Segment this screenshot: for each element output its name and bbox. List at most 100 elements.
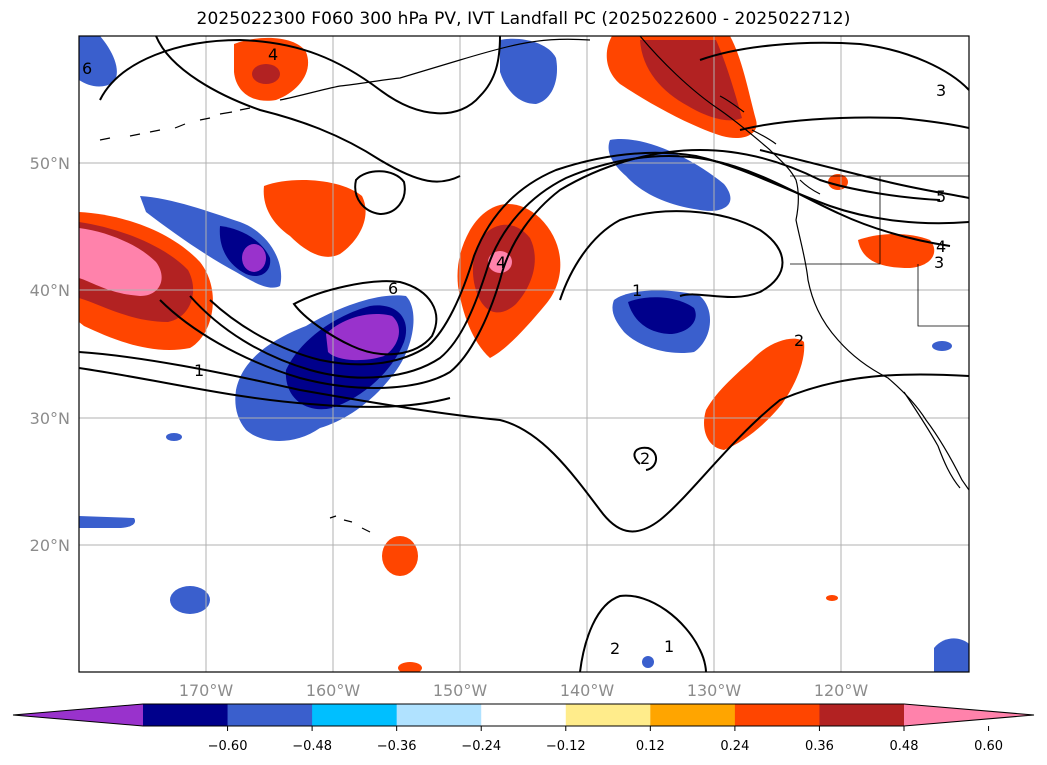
colorbar-tick-label: −0.48: [292, 739, 332, 754]
colorbar-tick-label: −0.24: [461, 739, 501, 754]
colorbar-tick-label: −0.12: [546, 739, 586, 754]
lat-tick-label: 20°N: [30, 536, 70, 555]
contour-label-12: 2: [610, 639, 620, 658]
contour-label-7: 4: [936, 237, 946, 256]
pv-negative-150w-north: [500, 38, 558, 104]
colorbar-bin: [565, 704, 651, 726]
contour-label-group: 4 6 4 1 3 5 4 3 2 1 2 2 1 6: [82, 45, 946, 658]
map-panel: [79, 36, 969, 672]
contour-3: [159, 148, 941, 389]
lon-tick-label: 120°W: [814, 681, 869, 700]
lon-tick-label: 140°W: [560, 681, 615, 700]
contour-6-loop: [292, 280, 438, 356]
pv-negative-nw: [79, 36, 117, 87]
inland-lakes: [719, 95, 821, 195]
gridlines: [79, 36, 969, 672]
pv-negative-se-small: [932, 341, 952, 351]
pv-negative-tiny: [166, 433, 182, 441]
colorbar-tick-label: 0.60: [974, 739, 1003, 754]
ca-state-border: [790, 176, 969, 327]
pv-negative-central-core: [326, 314, 399, 361]
contour-4: [189, 155, 951, 379]
colorbar-tick-label: 0.24: [720, 739, 749, 754]
colorbar-bin: [312, 704, 398, 726]
lon-tick-label: 150°W: [433, 681, 488, 700]
contour-label-13: 1: [664, 637, 674, 656]
pv-positive-160w-north: [263, 180, 366, 257]
colorbar-extend-high: [904, 704, 1034, 726]
colorbar-tick-label: −0.60: [208, 739, 248, 754]
contour-north-loop: [99, 36, 501, 115]
contour-label-8: 3: [934, 253, 944, 272]
pv-negative-tiny-bottom: [642, 656, 654, 668]
pv-negative-sw-small: [170, 586, 210, 614]
contour-2-left: [79, 367, 451, 408]
lon-axis-labels: 170°W 160°W 150°W 140°W 130°W 120°W: [179, 681, 869, 700]
contour-2-ne: [739, 116, 969, 131]
contour-north-2: [155, 36, 461, 183]
contour-label-10: 1: [632, 281, 642, 300]
pv-positive-ca: [858, 234, 935, 268]
pv-positive-west-core: [79, 228, 162, 296]
pv-positive-tiny-bottom: [398, 662, 422, 672]
coastlines: [99, 36, 969, 533]
lon-tick-label: 130°W: [687, 681, 742, 700]
pv-negative-165w-core: [242, 244, 266, 272]
contour-label-2: 6: [388, 279, 398, 298]
pv-negative-west-strip: [79, 516, 136, 528]
colorbar-outline: [12, 703, 1035, 727]
lat-tick-label: 30°N: [30, 409, 70, 428]
baja-coast: [903, 391, 961, 489]
colorbar-tick-label: 0.36: [805, 739, 834, 754]
contour-label-1: 4: [268, 45, 278, 64]
ivt-contours: [79, 36, 969, 672]
contour-s-2: [579, 594, 707, 672]
lat-tick-label: 50°N: [30, 154, 70, 173]
colorbar-bin: [396, 704, 482, 726]
pv-negative-se-corner: [934, 638, 969, 672]
colorbar-tick-label: 0.48: [890, 739, 919, 754]
pv-positive-south-small: [382, 536, 418, 576]
pv-positive-nw-core: [252, 64, 280, 84]
contour-label-9: 2: [794, 331, 804, 350]
lat-tick-label: 40°N: [30, 281, 70, 300]
colorbar-tick-label: −0.36: [377, 739, 417, 754]
colorbar-bin: [819, 704, 905, 726]
contour-small-loop: [354, 170, 406, 216]
contour-5: [209, 151, 969, 366]
colorbar-bin: [734, 704, 820, 726]
pv-negative-137w-inner: [628, 297, 696, 334]
colorbar-bin: [227, 704, 313, 726]
pv-positive-130w: [704, 338, 805, 450]
colorbar-extend-low: [13, 704, 143, 726]
lat-axis-labels: 50°N 40°N 30°N 20°N: [30, 154, 70, 555]
colorbar-bin: [143, 704, 229, 726]
hawaii-islands: [329, 515, 371, 533]
contour-5-ne: [759, 149, 969, 199]
bc-coast: [639, 36, 969, 491]
pv-positive-tiny-se: [826, 595, 838, 601]
contour-label-4: 1: [194, 361, 204, 380]
contour-east-loop: [559, 210, 784, 301]
contour-label-5: 3: [936, 81, 946, 100]
alaska-coast: [279, 38, 591, 101]
lon-tick-label: 170°W: [179, 681, 234, 700]
pv-positive-gulf-alaska-inner: [640, 40, 742, 121]
contour-s-1: [633, 446, 657, 471]
contour-label-14: 6: [82, 59, 92, 78]
contour-label-6: 5: [936, 187, 946, 206]
map-frame: [78, 35, 970, 673]
contour-3-ne: [699, 41, 969, 91]
lon-tick-label: 160°W: [306, 681, 361, 700]
colorbar: −0.60 −0.48 −0.36 −0.24 −0.12 0.12 0.24 0.36 0.4…: [12, 703, 1035, 754]
aleutian-islands: [99, 107, 251, 141]
colorbar-bin: [650, 704, 736, 726]
contour-label-3: 4: [496, 253, 506, 272]
colorbar-bin: [481, 704, 567, 726]
chart-title: 2025022300 F060 300 hPa PV, IVT Landfall…: [196, 9, 851, 29]
contour-label-11: 2: [640, 449, 650, 468]
pv-positive-147w-core: [488, 251, 512, 273]
contour-1-south: [79, 351, 969, 533]
colorbar-tick-label: 0.12: [636, 739, 665, 754]
